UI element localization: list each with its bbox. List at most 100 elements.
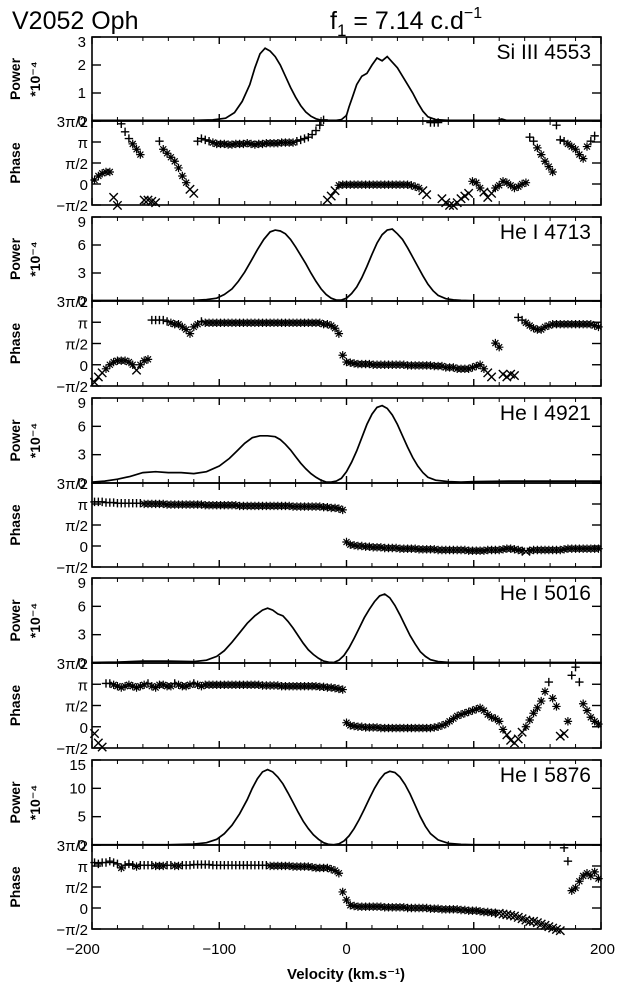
phase-point-cross — [108, 192, 119, 203]
phase-point-asterisk — [159, 680, 168, 690]
phase-point-cross — [502, 909, 512, 920]
phase-point-asterisk — [166, 681, 176, 691]
phase-point-asterisk — [334, 504, 344, 513]
phase-point-asterisk — [136, 150, 145, 159]
power-curve — [91, 228, 601, 302]
phase-point-asterisk — [578, 699, 588, 708]
phase-point-asterisk — [460, 709, 470, 718]
phase-y-tick-label: 0 — [80, 901, 88, 918]
phase-y-tick-label: π/2 — [65, 156, 88, 173]
phase-point-asterisk — [460, 545, 470, 555]
power-unit-label: *10⁻⁴ — [27, 603, 43, 638]
phase-point-asterisk — [136, 360, 145, 369]
phase-point-plus — [544, 677, 554, 687]
power-y-tick-label: 6 — [78, 237, 86, 254]
phase-point-cross — [444, 200, 455, 211]
phase-point-asterisk — [376, 543, 386, 552]
phase-point-asterisk — [197, 500, 206, 509]
phase-point-asterisk — [330, 324, 340, 333]
phase-point-asterisk — [342, 895, 351, 905]
phase-point-asterisk — [94, 171, 103, 181]
phase-point-plus — [155, 137, 164, 146]
phase-point-asterisk — [578, 154, 588, 163]
phase-point-asterisk — [491, 183, 500, 193]
power-y-tick-label: 9 — [78, 395, 86, 412]
phase-point-asterisk — [521, 722, 531, 731]
phase-point-cross — [525, 916, 535, 927]
phase-point-asterisk — [120, 356, 130, 365]
phase-point-asterisk — [517, 546, 527, 555]
power-unit-label: *10⁻⁴ — [27, 423, 43, 458]
phase-point-asterisk — [433, 904, 443, 913]
phase-point-asterisk — [468, 177, 477, 186]
power-y-tick-label: 3 — [78, 447, 86, 464]
phase-y-tick-label: π/2 — [65, 518, 88, 535]
phase-point-asterisk — [498, 725, 508, 734]
power-y-tick-label: 0 — [78, 655, 86, 672]
phase-point-asterisk — [90, 175, 99, 185]
phase-point-asterisk — [105, 360, 115, 369]
phase-point-asterisk — [437, 721, 447, 730]
phase-point-asterisk — [563, 717, 573, 726]
spectral-line-label: He I 4713 — [500, 221, 591, 244]
phase-point-asterisk — [586, 319, 596, 329]
phase-point-asterisk — [479, 706, 489, 715]
phase-point-asterisk — [147, 681, 157, 691]
phase-point-asterisk — [517, 179, 527, 189]
phase-point-cross — [139, 195, 149, 205]
phase-y-tick-label: −π/2 — [56, 198, 88, 215]
phase-point-asterisk — [540, 322, 550, 332]
phase-point-asterisk — [502, 178, 512, 187]
phase-point-cross — [150, 198, 161, 208]
phase-point-cross — [89, 377, 100, 388]
phase-point-cross — [555, 926, 565, 936]
power-axis-label: Power — [7, 781, 23, 824]
phase-point-asterisk — [243, 139, 252, 148]
phase-point-asterisk — [273, 139, 282, 148]
panel-1: 0 1 2 3 Si III 4553 Power *10⁻⁴ −π/2 0 π/2 π 3π/2 Ph… — [7, 34, 602, 215]
phase-point-asterisk — [330, 866, 340, 875]
x-tick-label: 100 — [461, 941, 486, 958]
phase-point-plus — [590, 131, 599, 141]
phase-point-cross — [486, 372, 497, 382]
phase-point-asterisk — [109, 357, 118, 367]
phase-y-tick-label: −π/2 — [56, 560, 88, 577]
phase-point-asterisk — [132, 862, 141, 871]
phase-point-asterisk — [586, 713, 596, 722]
phase-point-plus — [113, 859, 122, 869]
phase-point-asterisk — [472, 704, 481, 714]
phase-point-asterisk — [319, 682, 328, 692]
x-tick-label: 200 — [590, 941, 615, 958]
phase-panel-frame — [91, 300, 602, 387]
phase-point-asterisk — [594, 874, 603, 883]
spectral-line-label: He I 5876 — [500, 764, 591, 787]
phase-point-asterisk — [498, 545, 508, 554]
phase-point-plus — [105, 857, 115, 866]
phase-point-asterisk — [491, 714, 500, 723]
phase-point-asterisk — [590, 717, 599, 726]
phase-point-asterisk — [506, 181, 515, 190]
phase-point-asterisk — [166, 318, 176, 328]
phase-point-asterisk — [181, 681, 191, 691]
phase-point-plus — [124, 134, 134, 143]
phase-point-asterisk — [178, 322, 187, 332]
phase-point-asterisk — [330, 503, 340, 513]
phase-point-asterisk — [346, 358, 355, 367]
phase-point-asterisk — [483, 710, 492, 719]
power-y-tick-label: 0 — [78, 113, 86, 130]
phase-point-asterisk — [430, 723, 439, 732]
phase-point-asterisk — [582, 706, 592, 715]
phase-point-asterisk — [495, 181, 504, 190]
power-y-tick-label: 5 — [78, 809, 86, 826]
phase-point-asterisk — [338, 685, 347, 694]
phase-point-asterisk — [208, 138, 218, 147]
phase-point-plus — [124, 859, 134, 869]
phase-point-cross — [97, 742, 107, 752]
phase-point-asterisk — [445, 717, 454, 726]
phase-point-asterisk — [357, 722, 366, 731]
phase-point-asterisk — [525, 715, 534, 725]
phase-point-asterisk — [315, 502, 324, 511]
phase-point-asterisk — [491, 338, 500, 348]
phase-point-asterisk — [426, 361, 435, 370]
